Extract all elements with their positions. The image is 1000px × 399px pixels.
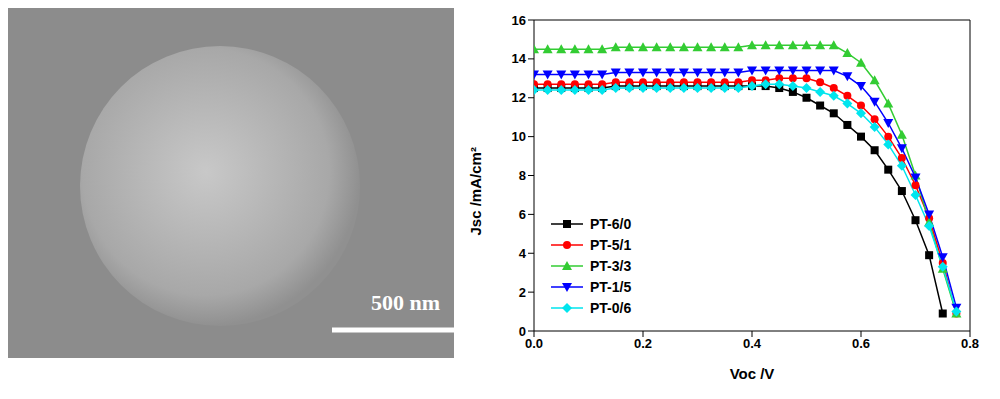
svg-text:0: 0 [519,324,526,339]
svg-text:0.8: 0.8 [961,336,979,351]
html-text:PT-3/3: PT-3/3 [590,257,632,274]
svg-text:Voc /V: Voc /V [730,365,775,382]
svg-text:0.4: 0.4 [743,336,762,351]
svg-text:14: 14 [512,51,527,66]
svg-text:12: 12 [512,90,526,105]
html-text:PT-1/5: PT-1/5 [590,278,632,295]
html-text:PT-6/0: PT-6/0 [590,215,632,232]
html-text:PT-0/6: PT-0/6 [590,299,632,316]
html-text:500 nm: 500 nm [370,290,440,315]
svg-text:Jsc /mA/cm²: Jsc /mA/cm² [467,147,484,235]
svg-text:16: 16 [512,13,526,28]
svg-text:6: 6 [519,207,526,222]
svg-text:8: 8 [519,168,526,183]
svg-text:0.6: 0.6 [852,336,870,351]
svg-text:10: 10 [512,129,526,144]
svg-text:0.2: 0.2 [634,336,652,351]
svg-text:2: 2 [519,285,526,300]
svg-text:4: 4 [519,246,527,261]
svg-text:0.0: 0.0 [525,336,543,351]
html-text:PT-5/1: PT-5/1 [590,236,632,253]
